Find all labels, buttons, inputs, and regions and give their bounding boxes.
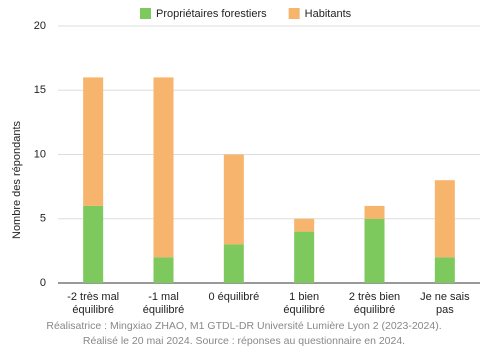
bar-segment [364,218,385,283]
bar-segment [83,205,104,283]
bar-segment [434,257,455,283]
legend-swatch [288,8,300,19]
bar-segment [223,154,244,245]
x-tick-label: -1 mal [148,291,179,303]
bar-segment [434,180,455,258]
y-tick-label: 20 [34,20,46,32]
bar-segment [83,77,104,206]
bar-segment [294,218,315,232]
y-tick-label: 15 [34,84,46,96]
y-tick-label: 10 [34,148,46,160]
x-tick-label: équilibré [354,304,396,316]
bar-segment [223,244,244,283]
x-tick-label: équilibré [283,304,325,316]
bar-segment [364,205,385,219]
bar-segment [153,257,174,283]
bar-segment [294,231,315,283]
legend-label: Habitants [305,8,352,20]
legend-swatch [140,8,151,19]
bar-segment [153,77,174,258]
x-tick-label: 1 bien [289,291,319,303]
y-axis-label: Nombre des répondants [11,120,23,239]
x-tick-label: 0 équilibré [208,291,259,303]
x-tick-label: 2 très bien [349,291,400,303]
legend-label: Propriétaires forestiers [156,8,267,20]
caption: Réalisé le 20 mai 2024. Source : réponse… [83,335,405,347]
y-tick-label: 5 [40,213,46,225]
x-tick-label: -2 très mal [67,291,119,303]
caption: Réalisatrice : Mingxiao ZHAO, M1 GTDL-DR… [46,320,441,332]
y-tick-label: 0 [40,277,46,289]
x-tick-label: équilibré [72,304,114,316]
x-tick-label: pas [436,304,454,316]
x-tick-label: Je ne sais [420,291,470,303]
x-tick-label: équilibré [143,304,185,316]
